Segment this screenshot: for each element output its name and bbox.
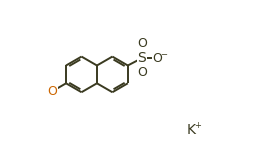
Text: S: S <box>137 51 146 65</box>
Text: +: + <box>194 121 201 130</box>
Text: O: O <box>137 66 147 79</box>
Text: O: O <box>137 37 147 50</box>
Text: K: K <box>187 123 196 137</box>
Text: O: O <box>153 52 162 65</box>
Text: −: − <box>160 50 167 59</box>
Text: O: O <box>48 85 58 97</box>
